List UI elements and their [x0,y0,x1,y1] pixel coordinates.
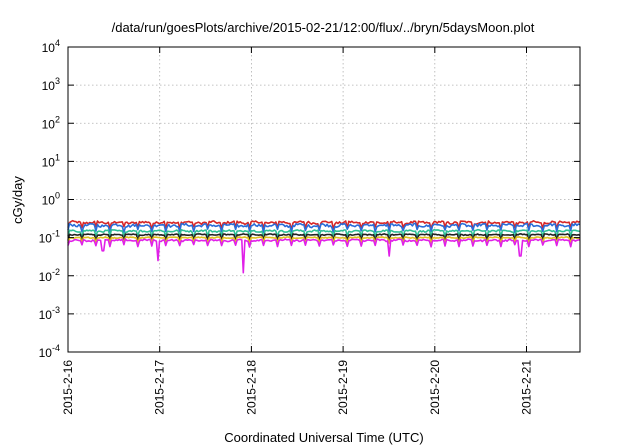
y-tick-label: 10-1 [39,229,60,246]
x-tick-label: 2015-2-19 [336,360,350,415]
x-tick-label: 2015-2-20 [428,360,442,415]
y-tick-label: 10-2 [39,267,60,284]
y-tick-label: 10-3 [39,305,60,322]
y-axis-label: cGy/day [10,176,25,224]
x-tick-label: 2015-2-18 [244,360,258,415]
series-line-6 [67,238,581,274]
y-tick-label: 103 [42,76,60,93]
x-tick-label: 2015-2-21 [520,360,534,415]
grid [68,47,580,352]
x-ticks: 2015-2-16 2015-2-17 2015-2-18 2015-2-19 2015… [61,47,534,415]
x-tick-label: 2015-2-16 [61,360,75,415]
y-tick-label: 100 [42,191,60,208]
x-axis-label: Coordinated Universal Time (UTC) [224,430,423,445]
series-line-1 [67,219,581,231]
x-tick-label: 2015-2-17 [153,360,167,415]
series-line-2 [67,222,581,234]
series-layer [67,219,581,274]
y-tick-label: 101 [42,152,60,169]
chart-title: /data/run/goesPlots/archive/2015-02-21/1… [112,20,535,35]
y-tick-label: 104 [42,38,60,55]
y-tick-label: 102 [42,114,60,131]
y-ticks: 10-4 10-3 10-2 10-1 100 101 102 103 104 [39,38,580,360]
y-tick-label: 10-4 [39,343,60,360]
series-line-5 [67,236,581,245]
series-line-4 [67,233,581,242]
series-line-3 [67,228,581,239]
